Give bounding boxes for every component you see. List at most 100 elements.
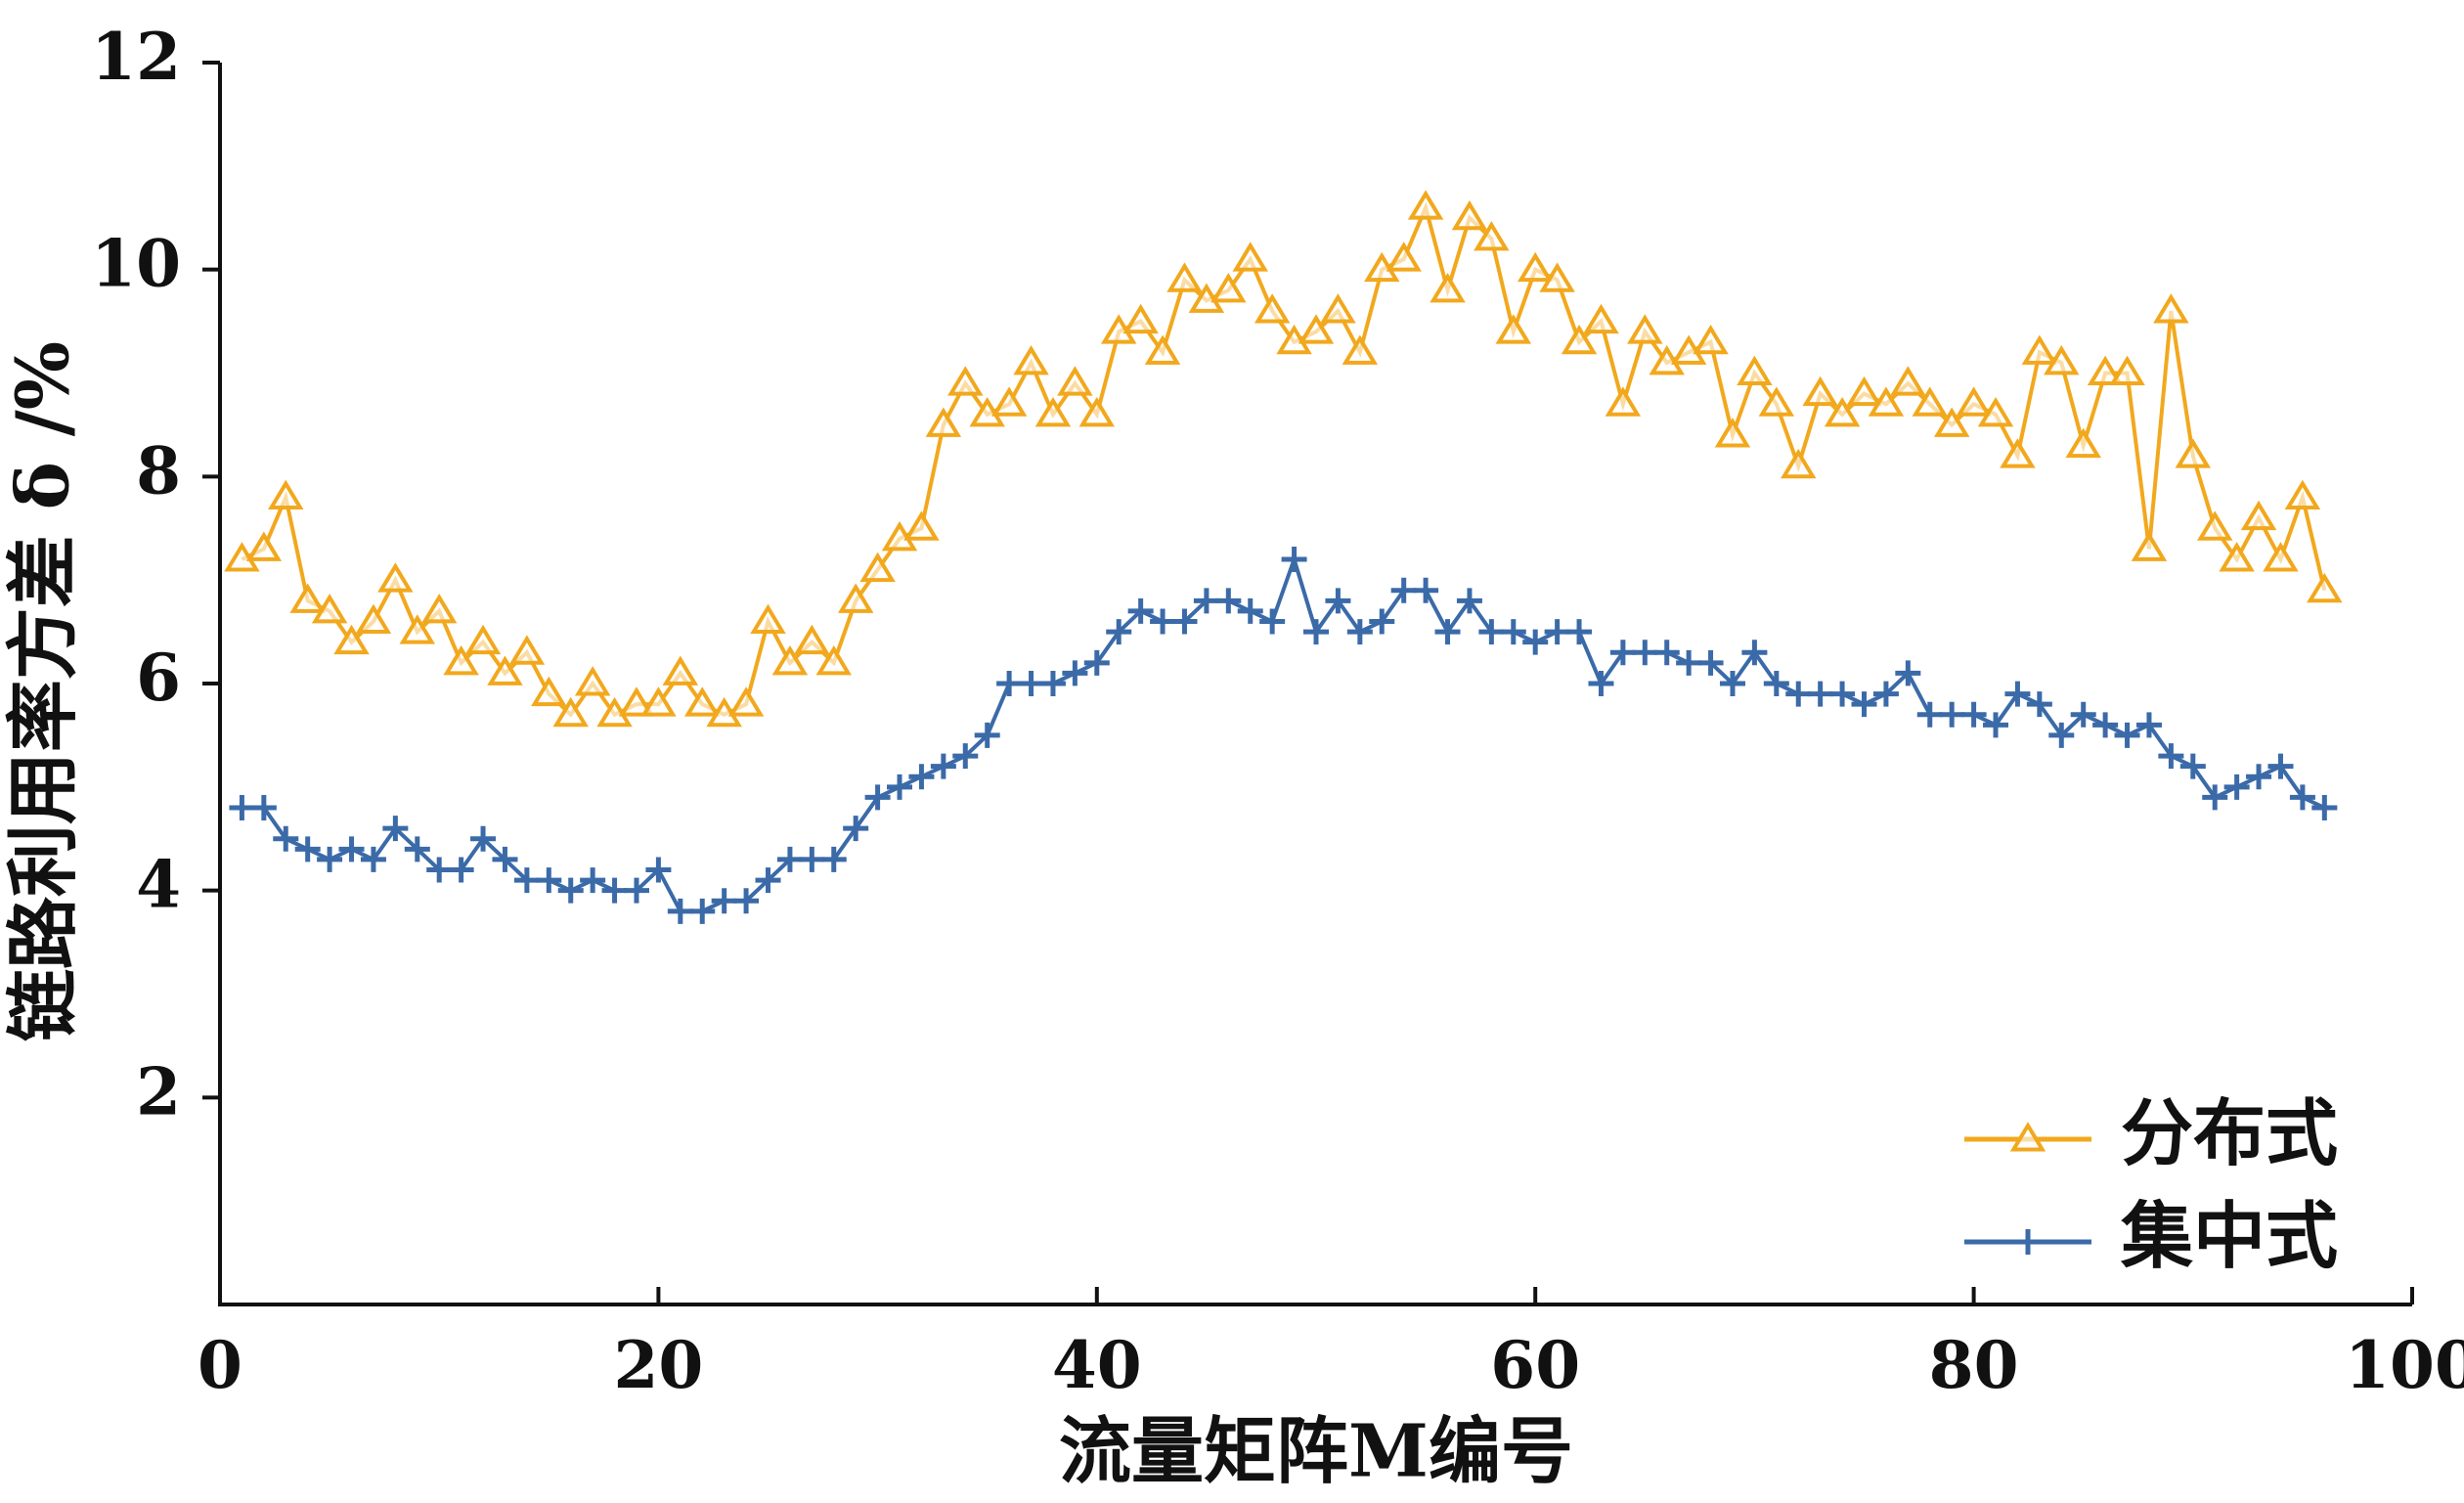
data-point bbox=[1566, 619, 1593, 645]
data-point bbox=[1057, 366, 1093, 396]
data-point bbox=[1522, 629, 1549, 655]
data-point bbox=[2021, 334, 2058, 365]
data-point bbox=[2026, 691, 2052, 718]
data-point bbox=[2158, 743, 2184, 770]
data-point bbox=[1193, 588, 1219, 614]
data-point bbox=[1588, 671, 1614, 696]
x-tick-label: 40 bbox=[1052, 1327, 1142, 1403]
y-tick-label: 2 bbox=[136, 1053, 181, 1129]
data-point bbox=[580, 867, 606, 894]
data-point bbox=[1478, 619, 1505, 645]
data-point bbox=[1609, 640, 1636, 666]
data-point bbox=[2109, 355, 2145, 385]
data-point bbox=[2131, 531, 2168, 561]
data-point bbox=[382, 816, 409, 842]
data-point bbox=[399, 614, 436, 644]
data-point bbox=[1653, 640, 1680, 666]
data-point bbox=[1890, 366, 1926, 396]
data-point bbox=[645, 857, 672, 883]
data-point bbox=[420, 594, 458, 624]
data-point bbox=[1106, 619, 1132, 645]
data-point bbox=[859, 552, 896, 583]
data-point bbox=[684, 686, 721, 717]
data-point bbox=[815, 644, 852, 676]
legend-marker bbox=[2009, 1122, 2046, 1152]
data-point bbox=[2135, 712, 2162, 738]
data-point bbox=[1078, 396, 1116, 427]
data-point bbox=[1144, 334, 1181, 365]
data-point bbox=[799, 846, 825, 872]
series-line bbox=[242, 553, 2326, 913]
data-point bbox=[689, 898, 716, 924]
data-point bbox=[536, 867, 562, 894]
data-point bbox=[2223, 774, 2250, 800]
data-point bbox=[837, 583, 874, 613]
data-point bbox=[229, 795, 255, 820]
data-point bbox=[2246, 764, 2272, 790]
data-point bbox=[574, 666, 611, 696]
data-point bbox=[1210, 272, 1247, 303]
data-point bbox=[908, 764, 935, 790]
data-point bbox=[1474, 221, 1510, 251]
y-axis-label: 链路利用率方差 δ /% bbox=[2, 341, 86, 1041]
y-tick-label: 6 bbox=[136, 640, 181, 716]
data-point bbox=[952, 743, 979, 770]
data-point bbox=[404, 836, 430, 862]
data-point bbox=[623, 877, 649, 904]
data-point bbox=[1407, 190, 1444, 220]
data-point bbox=[2196, 510, 2233, 541]
legend-label: 分布式 bbox=[2121, 1092, 2338, 1176]
data-point bbox=[1303, 619, 1329, 645]
data-point bbox=[1013, 345, 1049, 376]
data-point bbox=[2048, 722, 2075, 748]
data-point bbox=[2219, 542, 2255, 572]
data-point bbox=[2240, 500, 2277, 531]
data-point bbox=[1062, 660, 1088, 686]
data-point bbox=[1369, 608, 1395, 635]
data-point bbox=[887, 774, 913, 800]
data-point bbox=[1254, 293, 1291, 324]
data-point bbox=[1150, 608, 1176, 635]
data-point bbox=[2087, 355, 2124, 385]
x-tick-label: 20 bbox=[613, 1327, 703, 1403]
data-point bbox=[1605, 386, 1642, 417]
data-point bbox=[2284, 479, 2321, 509]
x-axis-label: 流量矩阵M编号 bbox=[1059, 1410, 1573, 1494]
data-point bbox=[1390, 577, 1417, 603]
data-point bbox=[711, 888, 737, 914]
data-point bbox=[1960, 701, 1987, 728]
data-point bbox=[1171, 608, 1198, 635]
data-point bbox=[733, 888, 760, 914]
data-point bbox=[1697, 649, 1724, 676]
data-point bbox=[2114, 722, 2140, 748]
data-point bbox=[508, 635, 546, 665]
data-point bbox=[531, 676, 567, 707]
data-point bbox=[360, 846, 386, 872]
data-point bbox=[1386, 242, 1422, 272]
data-point bbox=[1583, 303, 1619, 334]
data-point bbox=[1627, 314, 1663, 344]
data-point bbox=[1430, 272, 1466, 303]
data-point bbox=[1977, 396, 2014, 427]
data-point bbox=[903, 510, 940, 541]
data-point bbox=[492, 846, 518, 872]
data-point bbox=[1676, 649, 1702, 676]
data-point bbox=[1232, 242, 1268, 272]
data-point bbox=[1741, 640, 1768, 666]
data-point bbox=[1758, 386, 1795, 417]
y-tick-label: 12 bbox=[91, 19, 181, 95]
data-point bbox=[1561, 324, 1598, 355]
data-point bbox=[1895, 660, 1921, 686]
data-point bbox=[245, 531, 283, 561]
data-point bbox=[513, 867, 540, 894]
data-point bbox=[1083, 649, 1110, 676]
x-tick-label: 60 bbox=[1490, 1327, 1580, 1403]
legend-label: 集中式 bbox=[2120, 1195, 2338, 1279]
data-point bbox=[2044, 345, 2080, 376]
data-point bbox=[662, 655, 699, 685]
data-point bbox=[1693, 324, 1729, 355]
data-point bbox=[1983, 712, 2009, 738]
data-point bbox=[2202, 784, 2228, 811]
data-point bbox=[1298, 314, 1335, 344]
